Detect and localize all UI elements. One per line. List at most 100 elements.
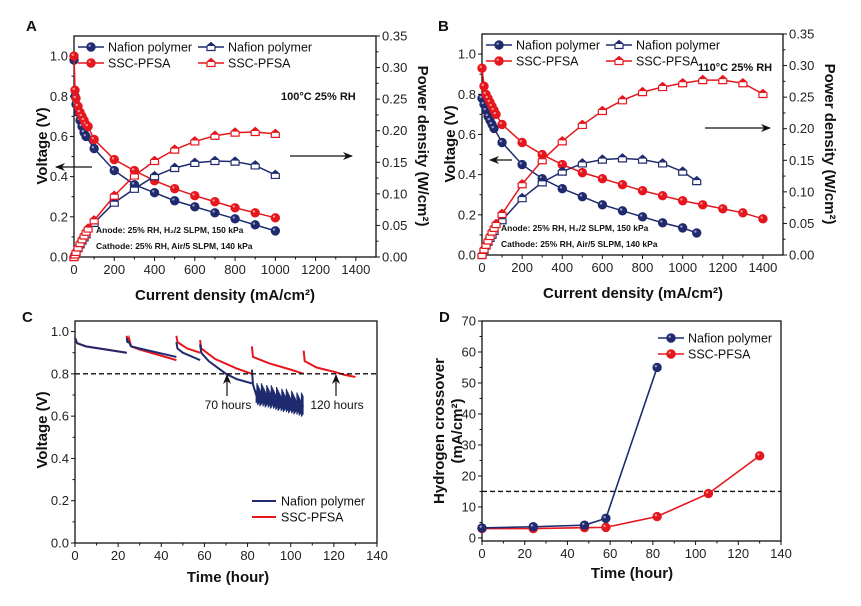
x-tick-label: 20	[517, 546, 531, 561]
data-point	[230, 203, 240, 213]
x-tick-label: 0	[478, 546, 485, 561]
data-point	[190, 136, 200, 146]
panel-c-xlabel: Time (hour)	[187, 569, 269, 586]
x-tick-label: 600	[592, 260, 614, 275]
data-point	[678, 166, 688, 176]
data-point	[270, 226, 281, 236]
data-point	[718, 204, 728, 214]
panel-d-plot: 0 20 40 60 80 100 120 140 0 10 20 30 40 50 60 70 Nafion …	[462, 314, 792, 562]
legend-item: SSC-PFSA	[486, 55, 579, 69]
y-tick-label: 0.4	[51, 451, 69, 466]
y2-tick-label: 0.00	[382, 250, 407, 265]
data-point	[109, 197, 119, 207]
legend-marker	[86, 42, 96, 52]
panel-b: B 0 200 400 600 800 1000 1200 14000.00.20.40.60…	[438, 18, 838, 302]
data-point	[617, 153, 628, 163]
legend-label: Nafion polymer	[516, 39, 600, 53]
data-point	[692, 228, 702, 238]
data-point	[718, 74, 728, 85]
data-point	[250, 220, 260, 230]
panel-c: C 0 20 40 60 80 100 120 140 0.0 0.2 0.4 0.6 0.8 1.0 Na…	[22, 309, 388, 586]
x-tick-label: 120	[323, 548, 345, 563]
data-point	[637, 86, 648, 97]
data-point	[617, 206, 628, 216]
data-point	[517, 192, 527, 203]
y-tick-label: 1.0	[51, 324, 69, 339]
y-tick-label: 0.2	[458, 207, 476, 222]
series-ssc-segment	[175, 335, 201, 354]
legend-item: Nafion polymer	[78, 41, 192, 55]
data-point	[577, 192, 588, 202]
y2-tick-label: 0.05	[382, 218, 407, 233]
legend-item: SSC-PFSA	[606, 55, 699, 69]
legend-item: Nafion polymer	[198, 41, 312, 55]
y-tick-label: 50	[462, 375, 476, 390]
data-point	[71, 93, 81, 103]
data-point	[491, 109, 501, 120]
x-tick-label: 800	[632, 260, 654, 275]
data-point	[692, 175, 702, 186]
y2-tick-label: 0.35	[382, 29, 407, 44]
data-point	[81, 131, 91, 142]
data-point	[70, 85, 80, 95]
y-tick-label: 10	[462, 499, 476, 514]
y-tick-label: 70	[462, 314, 476, 329]
data-point	[250, 160, 260, 170]
x-tick-label: 140	[366, 548, 388, 563]
data-point	[230, 156, 240, 166]
legend-label: Nafion polymer	[108, 41, 192, 55]
data-point	[230, 214, 240, 224]
y-tick-label: 0.2	[51, 493, 69, 508]
y-tick-label: 0.0	[458, 248, 476, 263]
legend-label: SSC-PFSA	[228, 57, 291, 71]
panel-label-b: B	[438, 18, 449, 35]
data-point	[169, 196, 180, 206]
x-tick-label: 80	[646, 546, 660, 561]
y-tick-label: 0.2	[50, 209, 68, 224]
legend-marker	[614, 55, 624, 66]
nafion-noise-band	[255, 383, 304, 417]
x-tick-label: 100	[280, 548, 302, 563]
data-point	[528, 522, 538, 532]
legend-item: Nafion polymer	[252, 495, 365, 509]
legend-marker	[666, 333, 676, 343]
data-point	[617, 179, 628, 190]
x-tick-label: 100	[685, 546, 707, 561]
x-tick-label: 200	[103, 262, 125, 277]
data-point	[270, 213, 281, 223]
data-point	[754, 451, 765, 461]
y2-tick-label: 0.30	[382, 60, 407, 75]
y2-tick-label: 0.35	[789, 27, 814, 42]
data-point	[83, 121, 93, 132]
data-point	[537, 177, 547, 187]
data-point	[69, 51, 79, 61]
legend-label: SSC-PFSA	[108, 57, 171, 71]
data-point	[89, 215, 99, 225]
data-point	[758, 214, 768, 224]
x-tick-label: 400	[551, 260, 573, 275]
legend-item: Nafion polymer	[658, 332, 772, 346]
y-tick-label: 0.6	[50, 129, 68, 144]
y2-tick-label: 0.30	[789, 58, 814, 73]
legend-item: SSC-PFSA	[78, 57, 171, 71]
data-point	[517, 137, 527, 148]
y2-tick-label: 0.25	[382, 92, 407, 107]
panel-b-cathode-note: Cathode: 25% RH, Air/5 SLPM, 140 kPa	[501, 239, 658, 249]
y-tick-label: 0.6	[51, 409, 69, 424]
data-point	[577, 167, 588, 178]
series-ssc-segment	[302, 350, 356, 379]
data-point	[250, 208, 260, 218]
x-tick-label: 1400	[748, 260, 777, 275]
series-nafion-segment	[199, 344, 253, 385]
data-point	[597, 105, 607, 116]
panel-label-a: A	[26, 18, 37, 35]
data-point	[597, 154, 607, 164]
data-point	[698, 74, 708, 85]
y2-tick-label: 0.15	[382, 155, 407, 170]
y-tick-label: 40	[462, 406, 476, 421]
panel-a-plot: 0 200 400 600 800 1000 1200 1400 0.0 0.2 0.4 0.6 0.8…	[50, 29, 407, 278]
legend-marker	[666, 349, 676, 359]
panel-a-xlabel: Current density (mA/cm²)	[135, 287, 315, 304]
data-point	[537, 154, 547, 165]
